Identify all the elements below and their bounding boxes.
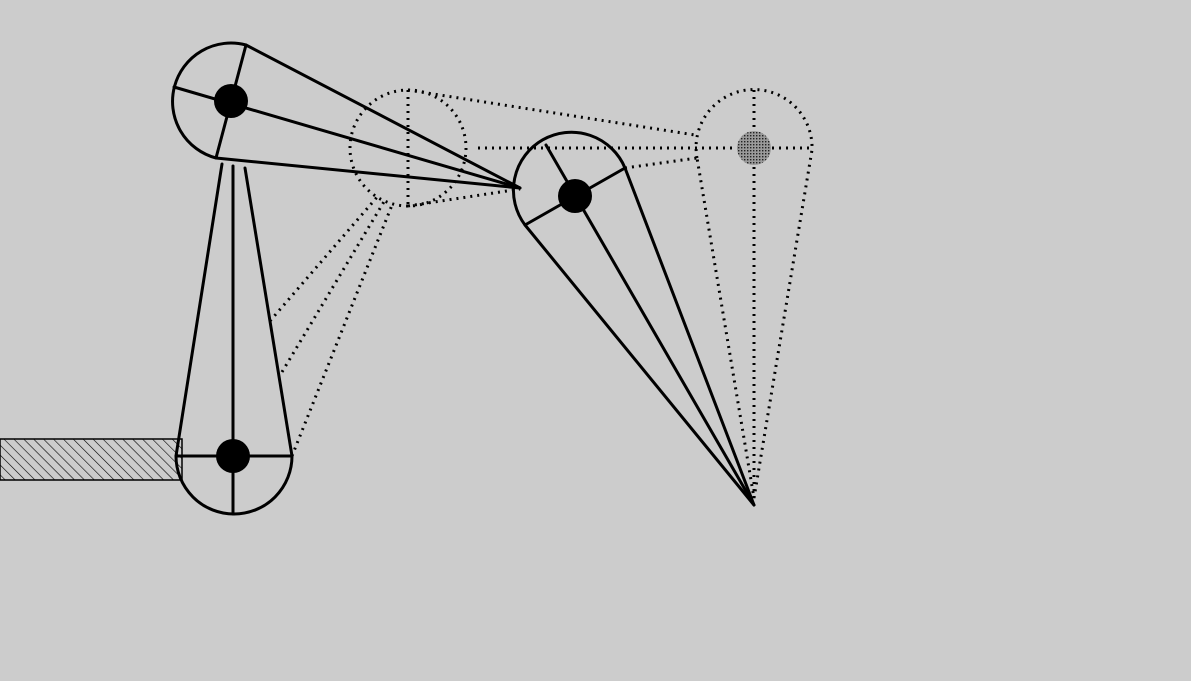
previous-link-line [270,196,378,321]
forearm-link [513,132,754,505]
previous-link-line [408,189,520,206]
previous-link-line [282,200,385,372]
base-joint [216,439,250,473]
current-pose [173,43,754,514]
previous-link-line [292,205,392,456]
previous-pose [270,90,812,498]
shoulder-joint [214,84,248,118]
previous-end-joint [737,131,771,165]
previous-link-line [408,90,695,135]
elbow-joint [558,179,592,213]
previous-link-line [625,158,697,168]
fixed-base [0,439,182,480]
